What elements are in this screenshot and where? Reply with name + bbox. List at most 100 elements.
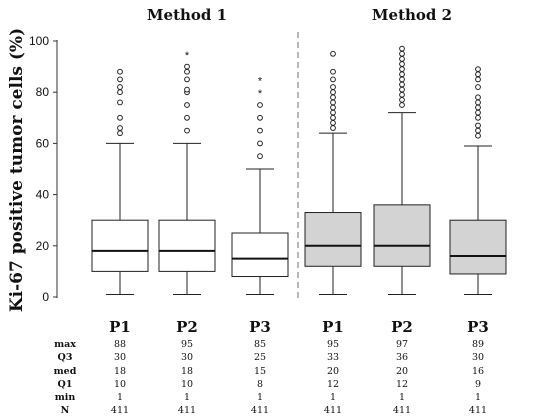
stats-cell: 1 <box>257 392 263 403</box>
outlier-point <box>330 50 336 57</box>
stats-cell: 12 <box>327 379 339 390</box>
stats-cell: 95 <box>181 339 193 350</box>
outlier-point <box>399 56 405 62</box>
outlier-point <box>475 127 481 134</box>
stats-cell: 36 <box>396 352 408 363</box>
outlier-point <box>475 94 481 101</box>
outlier-point <box>257 102 263 108</box>
stats-cell: 30 <box>181 352 193 363</box>
y-tick-label: 20 <box>36 239 50 253</box>
box-iqr <box>231 232 289 278</box>
box-p3-2 <box>449 66 507 295</box>
box-iqr <box>373 204 431 267</box>
stats-row-label: max <box>54 339 76 350</box>
stats-cell: 20 <box>396 366 408 377</box>
stats-cell: 15 <box>254 366 266 377</box>
extreme-point: * <box>258 75 263 87</box>
box-p2-2 <box>373 45 431 295</box>
outlier-point <box>117 68 123 75</box>
stats-cell: 30 <box>114 352 126 363</box>
stats-row-label: med <box>54 366 77 377</box>
y-axis-title: Ki-67 positive tumor cells (%) <box>7 28 27 312</box>
y-tick-label: 100 <box>29 34 49 48</box>
outlier-point <box>184 76 190 83</box>
stats-cell: 89 <box>472 339 484 350</box>
stats-cell: 1 <box>475 392 481 403</box>
outlier-point <box>330 104 336 111</box>
outlier-point <box>399 86 405 93</box>
stats-cell: 9 <box>475 379 481 390</box>
outlier-point <box>330 94 336 101</box>
outlier-point <box>330 76 336 83</box>
stats-cell: 10 <box>114 379 126 390</box>
stats-cell: 88 <box>114 339 126 350</box>
box-iqr <box>449 219 507 275</box>
outlier-point <box>117 130 123 137</box>
stats-cell: 12 <box>396 379 408 390</box>
stats-cell: 411 <box>469 405 487 416</box>
outlier-point <box>257 127 263 134</box>
outlier-point <box>399 71 405 78</box>
stats-cell: 1 <box>399 392 405 403</box>
outlier-point <box>330 109 336 116</box>
outlier-point <box>475 99 481 106</box>
category-label: P3 <box>467 318 489 336</box>
group-title-method-1: Method 1 <box>147 6 227 24</box>
stats-cell: 1 <box>117 392 123 403</box>
outlier-point <box>475 76 481 83</box>
category-label: P1 <box>322 318 344 336</box>
stats-cell: 411 <box>251 405 269 416</box>
outlier-point <box>257 114 263 121</box>
stats-cell: 1 <box>184 392 190 403</box>
y-tick-label: 0 <box>42 290 49 304</box>
outlier-point <box>117 76 123 83</box>
stats-cell: 20 <box>327 366 339 377</box>
outlier-point <box>330 84 336 90</box>
outlier-point <box>399 76 405 83</box>
category-labels: P1 P2 P3 P1 P2 P3 <box>109 318 489 336</box>
stats-cell: 16 <box>472 366 484 377</box>
stats-cell: 411 <box>324 405 342 416</box>
stats-cell: 1 <box>330 392 336 403</box>
outlier-point <box>330 99 336 106</box>
outlier-point <box>117 84 123 90</box>
outlier-point <box>184 68 190 75</box>
stats-cell: 30 <box>472 352 484 363</box>
stats-row-label: Q3 <box>58 352 73 363</box>
outlier-point <box>184 102 190 108</box>
outlier-point <box>117 125 123 131</box>
outlier-point <box>399 61 405 67</box>
box-p1-2 <box>304 50 362 295</box>
box-p1-1 <box>91 68 149 295</box>
outlier-point <box>330 120 336 126</box>
outlier-point <box>117 89 123 96</box>
category-label: P3 <box>249 318 271 336</box>
outlier-point <box>475 122 481 129</box>
outlier-point <box>184 63 190 70</box>
stats-cell: 25 <box>254 352 266 363</box>
category-label: P1 <box>109 318 131 336</box>
box-p2-1: * <box>158 50 216 295</box>
outlier-point <box>475 71 481 78</box>
stats-cell: 8 <box>257 379 263 390</box>
stats-row-label: N <box>61 405 70 416</box>
outlier-point <box>399 45 405 52</box>
stats-row-label: min <box>55 392 76 403</box>
outlier-point <box>257 153 263 160</box>
outlier-point <box>399 96 405 103</box>
group-title-method-2: Method 2 <box>372 6 452 24</box>
stats-cell: 97 <box>396 339 408 350</box>
y-tick-label: 60 <box>36 136 50 150</box>
outlier-point <box>399 102 405 108</box>
extreme-point: * <box>258 88 263 100</box>
outlier-point <box>475 66 481 73</box>
outlier-point <box>475 114 481 121</box>
extreme-point: * <box>185 50 190 62</box>
stats-cell: 411 <box>393 405 411 416</box>
box-p3-1: ** <box>231 75 289 295</box>
stats-cell: 33 <box>327 352 339 363</box>
outlier-point <box>117 99 123 106</box>
outlier-point <box>475 84 481 90</box>
